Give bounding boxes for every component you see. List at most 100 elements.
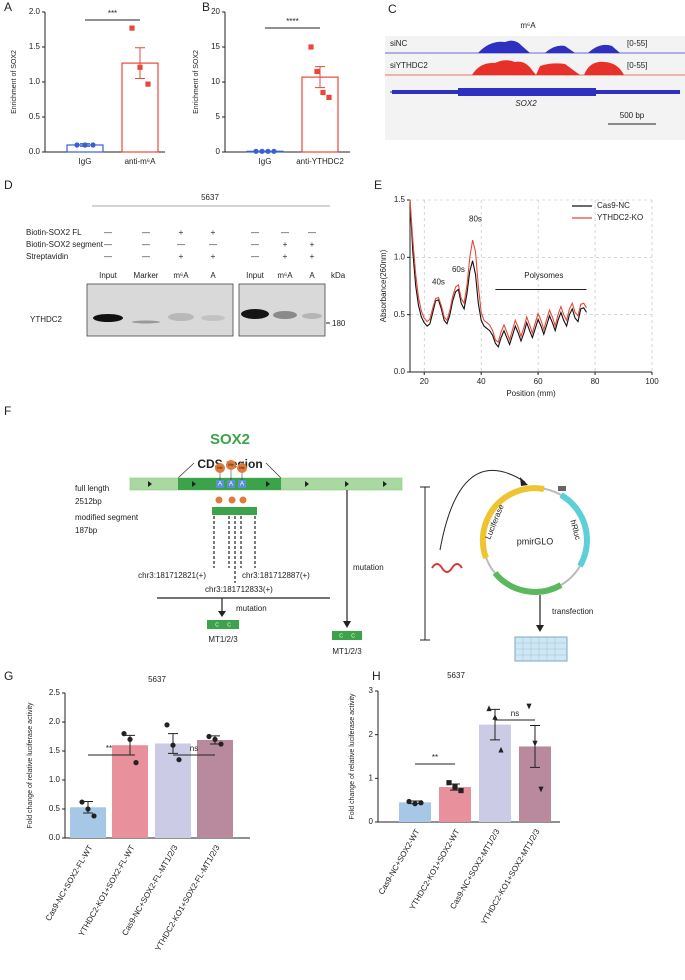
point — [538, 786, 544, 793]
point — [85, 806, 91, 812]
point — [74, 142, 80, 148]
chevron — [383, 481, 387, 487]
point — [206, 733, 212, 740]
panel-label: C — [388, 2, 397, 16]
x-tick-label: 100 — [645, 377, 659, 386]
row-label: Biotin-SOX2 segment — [26, 240, 104, 249]
base-box — [216, 480, 224, 488]
gene-title: SOX2 — [210, 431, 250, 448]
x-tick-label: Cas9-NC+SOX2-FL-WT — [44, 843, 95, 922]
connector — [177, 462, 195, 479]
point — [314, 68, 320, 75]
methyl-label: Me — [239, 465, 245, 470]
y-axis-label: Enrichment of SOX2 — [11, 50, 18, 114]
point — [308, 44, 314, 50]
y-axis-label: Fold change of relative luciferase activ… — [349, 693, 356, 820]
y-tick-label: 15 — [211, 42, 220, 51]
base-label: C — [351, 633, 355, 639]
label: 2512bp — [75, 497, 102, 506]
sign: — — [142, 240, 150, 249]
chevron — [266, 481, 270, 487]
segment-bar — [212, 507, 257, 515]
band — [201, 315, 225, 321]
y-tick-label: 2.0 — [49, 717, 61, 726]
track-range: [0-55] — [627, 61, 647, 70]
lane-label: Input — [246, 271, 265, 280]
legend-label: Cas9-NC — [597, 201, 630, 210]
chevron — [305, 481, 309, 487]
point — [121, 731, 127, 737]
point — [452, 784, 458, 790]
plasmid-label: hRluc — [568, 519, 582, 541]
unit-label: kDa — [331, 271, 346, 280]
gene-name: SOX2 — [515, 99, 537, 108]
point — [418, 800, 424, 806]
sign: + — [310, 252, 315, 261]
mutation-label: mutation — [353, 563, 384, 572]
lane-label: A — [309, 271, 315, 280]
methyl-sites: Me Me Me A A A — [215, 460, 247, 488]
mutant-bar — [207, 620, 239, 629]
point — [170, 742, 176, 748]
y-tick-label: 1.5 — [394, 195, 406, 204]
plasmid-name: pmirGLO — [517, 536, 554, 546]
point — [492, 714, 498, 720]
plate-grid — [515, 637, 567, 661]
sign: + — [283, 240, 288, 249]
plasmid-luc — [479, 485, 545, 560]
step-label: transfection — [552, 607, 593, 616]
point — [532, 740, 538, 747]
sign: — — [251, 240, 259, 249]
connector — [265, 462, 282, 479]
base-label: A — [229, 482, 233, 488]
error-bar — [135, 47, 145, 79]
sign: — — [142, 252, 150, 261]
point — [406, 798, 412, 805]
band — [168, 313, 194, 321]
row-label: Biotin-SOX2 FL — [26, 228, 82, 237]
y-axis-label: Enrichment of SOX2 — [193, 50, 200, 114]
point — [412, 801, 418, 807]
y-tick-label: 2 — [369, 730, 374, 739]
line — [409, 199, 587, 344]
point — [259, 148, 265, 154]
y-tick-label: 0 — [216, 147, 221, 156]
panel-label: D — [4, 178, 13, 192]
y-tick-label: 3 — [369, 686, 374, 695]
x-tick-label: 60 — [534, 377, 543, 386]
mutant-label: MT1/2/3 — [208, 635, 238, 644]
methyl — [226, 460, 236, 470]
point — [164, 722, 170, 728]
panel-label: A — [4, 0, 12, 14]
base-label: C — [339, 633, 343, 639]
sign: — — [209, 240, 217, 249]
point — [498, 746, 504, 753]
annotation: 60s — [452, 265, 465, 274]
mutation-label: mutation — [236, 604, 267, 613]
panel-label: B — [202, 0, 210, 14]
methyl — [215, 496, 223, 504]
y-tick-label: 0.5 — [29, 112, 41, 121]
point — [458, 787, 464, 794]
bar — [112, 745, 148, 838]
track-name: siYTHDC2 — [390, 61, 428, 70]
point — [326, 94, 332, 100]
x-axis-label: Position (mm) — [506, 389, 556, 398]
y-tick-label: 0.5 — [49, 804, 61, 813]
label: modified segment — [75, 513, 139, 522]
annotation: Polysomes — [524, 271, 563, 280]
plasmid-marker — [492, 571, 563, 595]
x-tick-label: Cas9-NC+SOX2-WT — [377, 827, 422, 896]
legend-label: YTHDC2-KO — [597, 213, 643, 222]
panel-label: H — [372, 669, 381, 683]
sign: + — [179, 228, 184, 237]
bar — [197, 739, 233, 838]
lane-label: m⁶A — [277, 271, 293, 280]
site-label: chr3:181712821(+) — [138, 571, 206, 580]
sign: + — [283, 252, 288, 261]
lane-label: Marker — [134, 271, 159, 280]
y-tick-label: 2.0 — [29, 7, 41, 16]
chart-title: 5637 — [447, 671, 465, 680]
point — [271, 148, 277, 154]
